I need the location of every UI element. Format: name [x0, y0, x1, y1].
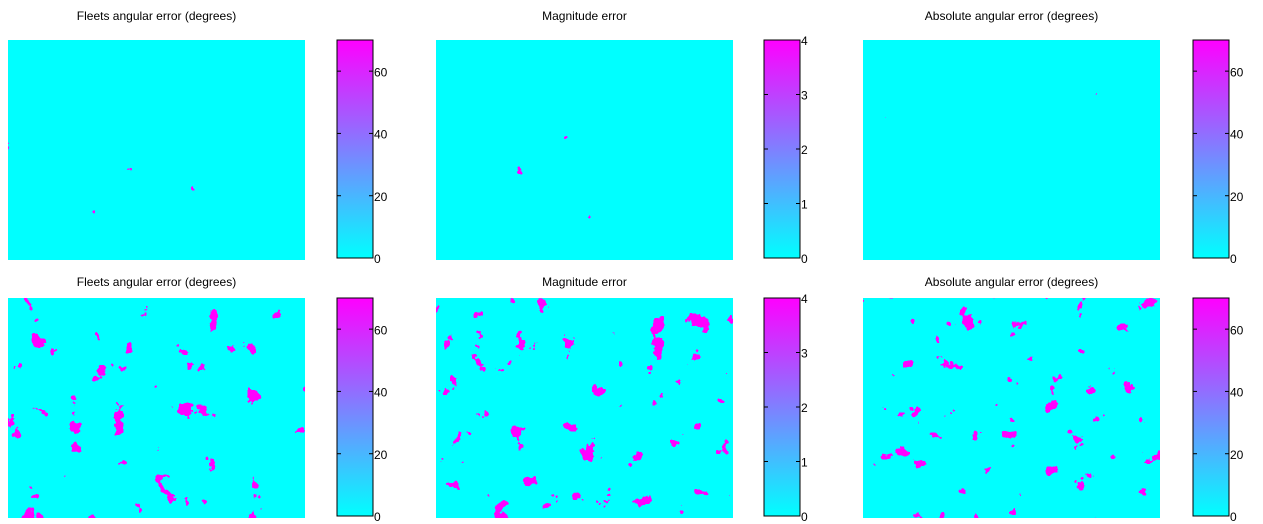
colorbar-tick-label: 1: [801, 198, 808, 212]
colorbar: [1192, 297, 1230, 517]
panel-title: Absolute angular error (degrees): [925, 9, 1098, 23]
heatmap-image: [8, 298, 305, 518]
panel-title: Fleets angular error (degrees): [77, 275, 236, 289]
colorbar: [336, 297, 374, 517]
heatmap-image: [863, 298, 1160, 518]
colorbar-tick-label: 2: [801, 143, 808, 157]
panel-title: Magnitude error: [542, 9, 627, 23]
heatmap-image: [436, 298, 733, 518]
heatmap-image: [863, 40, 1160, 260]
colorbar: [336, 39, 374, 259]
colorbar-tick-label: 20: [374, 190, 388, 204]
colorbar-tick-label: 4: [801, 292, 808, 306]
colorbar-tick-label: 0: [801, 510, 808, 524]
colorbar-tick-label: 0: [374, 510, 381, 524]
colorbar-tick-label: 20: [1230, 190, 1244, 204]
panel-title: Magnitude error: [542, 275, 627, 289]
colorbar-tick-label: 3: [801, 89, 808, 103]
colorbar-tick-label: 1: [801, 456, 808, 470]
panel-title: Absolute angular error (degrees): [925, 275, 1098, 289]
colorbar-tick-label: 4: [801, 34, 808, 48]
colorbar-tick-label: 2: [801, 401, 808, 415]
colorbar: [763, 39, 801, 259]
colorbar-tick-label: 40: [1230, 386, 1244, 400]
colorbar: [1192, 39, 1230, 259]
colorbar-tick-label: 20: [374, 448, 388, 462]
colorbar-tick-label: 0: [801, 252, 808, 266]
colorbar-tick-label: 0: [1230, 252, 1237, 266]
heatmap-image: [8, 40, 305, 260]
colorbar: [763, 297, 801, 517]
colorbar-tick-label: 3: [801, 347, 808, 361]
colorbar-tick-label: 0: [374, 252, 381, 266]
colorbar-tick-label: 20: [1230, 448, 1244, 462]
colorbar-tick-label: 40: [1230, 128, 1244, 142]
panel-title: Fleets angular error (degrees): [77, 9, 236, 23]
colorbar-tick-label: 0: [1230, 510, 1237, 524]
colorbar-tick-label: 40: [374, 128, 388, 142]
colorbar-tick-label: 60: [1230, 65, 1244, 79]
heatmap-image: [436, 40, 733, 260]
colorbar-tick-label: 60: [374, 65, 388, 79]
colorbar-tick-label: 40: [374, 386, 388, 400]
colorbar-tick-label: 60: [374, 323, 388, 337]
colorbar-tick-label: 60: [1230, 323, 1244, 337]
